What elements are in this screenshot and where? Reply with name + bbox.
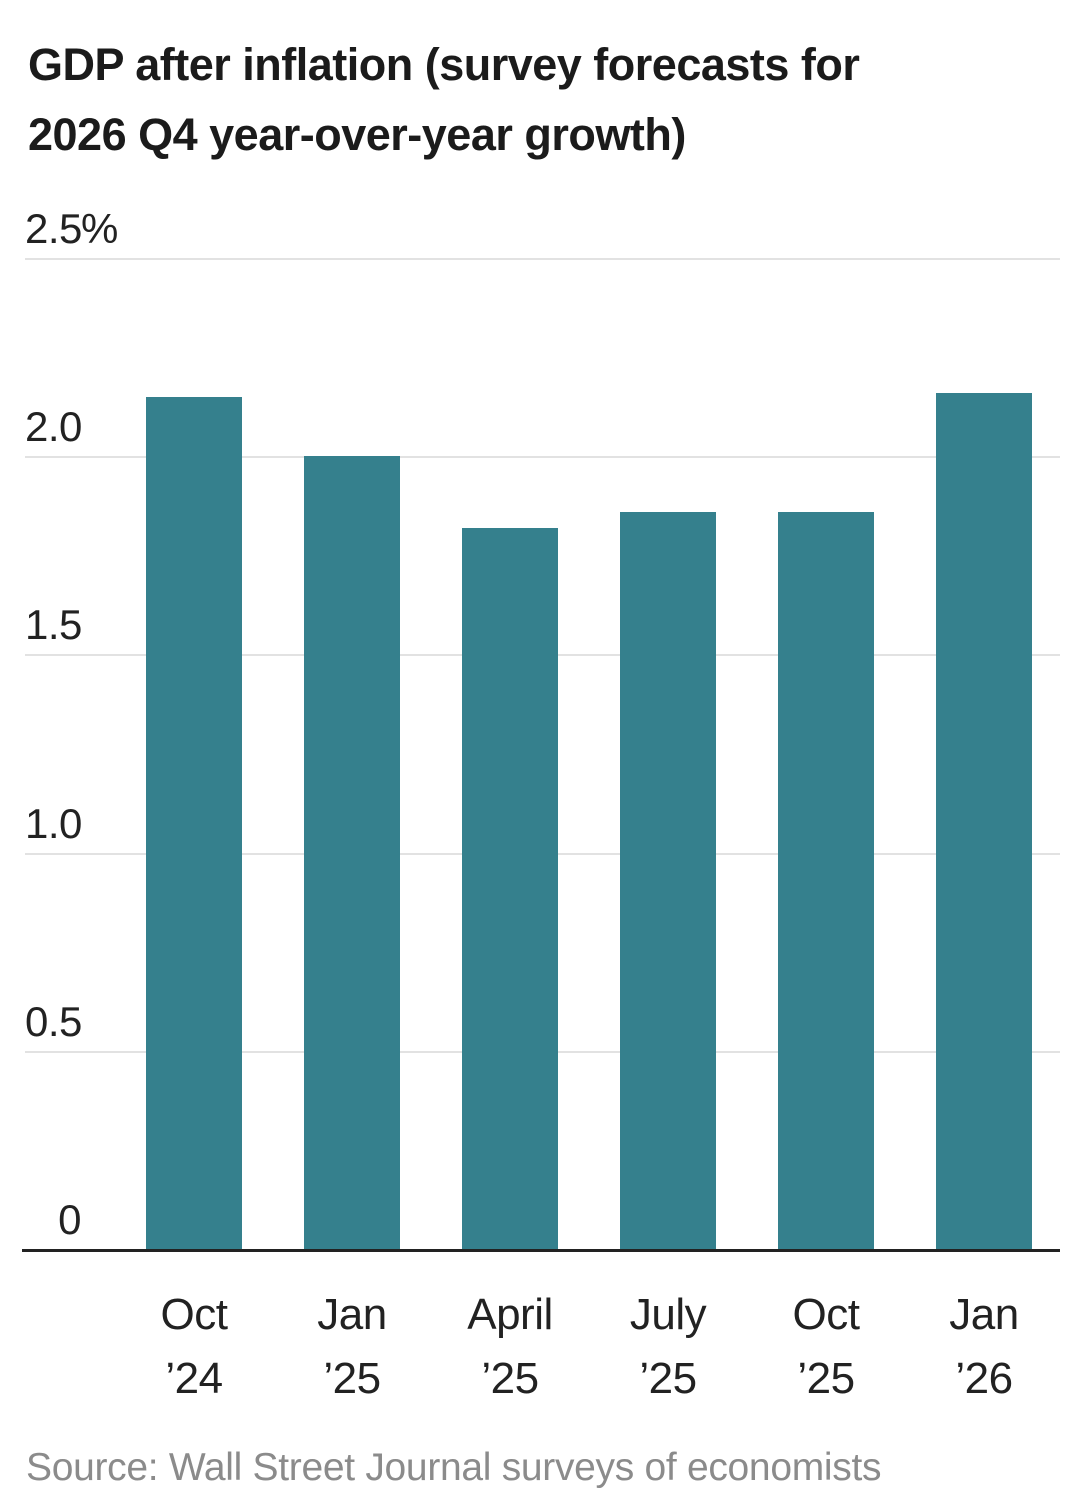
chart-title: GDP after inflation (survey forecasts fo… xyxy=(28,39,860,160)
x-axis-label: Oct ’25 xyxy=(792,1290,860,1403)
x-axis-label: Jan ’26 xyxy=(949,1290,1019,1403)
x-axis-baseline xyxy=(22,1249,1060,1252)
x-axis-label: Oct ’24 xyxy=(160,1290,228,1403)
y-tick-label: 1.5 xyxy=(25,601,82,648)
bar-jan-’25[interactable] xyxy=(304,456,400,1249)
gridline xyxy=(25,456,1060,458)
bar-oct-’25[interactable] xyxy=(778,512,874,1249)
bar-jan-’26[interactable] xyxy=(936,393,1032,1249)
x-axis-label: April ’25 xyxy=(467,1290,553,1403)
source-attribution: Source: Wall Street Journal surveys of e… xyxy=(26,1446,882,1489)
gridline xyxy=(25,258,1060,260)
y-tick-label: 0.5 xyxy=(25,998,82,1045)
y-tick-label: 0 xyxy=(58,1196,81,1243)
x-axis-label: Jan ’25 xyxy=(317,1290,387,1403)
y-tick-label: 2.5% xyxy=(25,205,118,252)
bar-april-’25[interactable] xyxy=(462,528,558,1249)
bar-july-’25[interactable] xyxy=(620,512,716,1249)
bar-oct-’24[interactable] xyxy=(146,397,242,1249)
x-axis-label: July ’25 xyxy=(629,1290,707,1403)
y-tick-label: 1.0 xyxy=(25,800,82,847)
y-tick-label: 2.0 xyxy=(25,403,82,450)
